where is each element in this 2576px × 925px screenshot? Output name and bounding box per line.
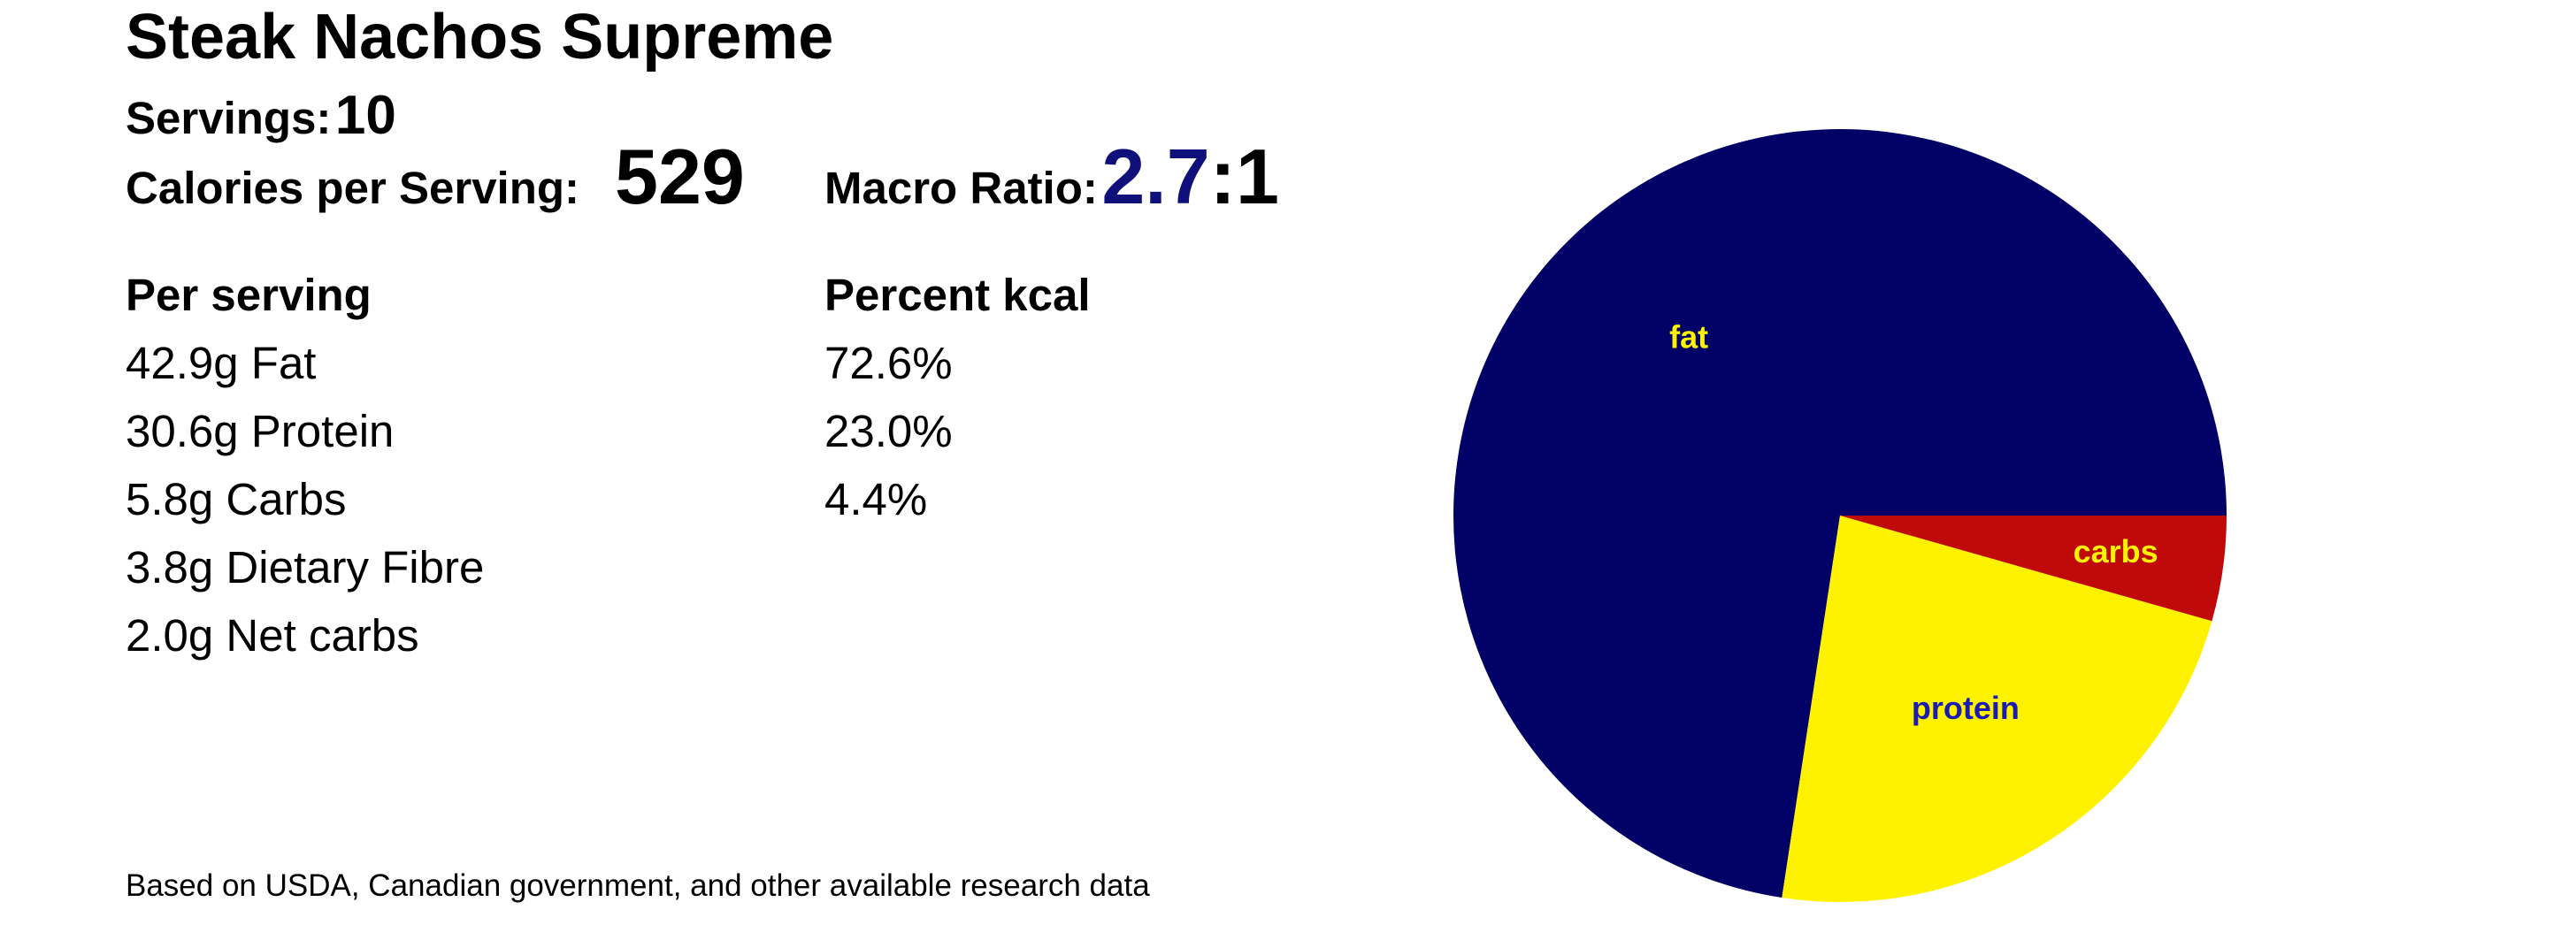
pie-slice-fat	[1453, 128, 2227, 898]
macro-ratio-line: Macro Ratio: 2.7:1	[824, 133, 1279, 244]
macro-ratio-suffix: :1	[1209, 133, 1279, 220]
per-serving-fat: 42.9g Fat	[126, 338, 317, 388]
percent-kcal-heading: Percent kcal	[824, 270, 1091, 320]
percent-kcal-protein: 23.0%	[824, 406, 953, 456]
servings-value: 10	[334, 85, 396, 146]
percent-kcal-carbs: 4.4%	[824, 474, 928, 524]
per-serving-net-carbs: 2.0g Net carbs	[126, 610, 419, 661]
per-serving-carbs: 5.8g Carbs	[126, 474, 347, 524]
calories-value: 529	[615, 133, 745, 220]
calories-label: Calories per Serving:	[126, 163, 580, 213]
calories-line: Calories per Serving: 529	[126, 133, 745, 244]
pie-slice-carbs	[1840, 516, 2227, 622]
pie-slice-protein	[1782, 516, 2212, 902]
per-serving-protein: 30.6g Protein	[126, 406, 395, 456]
pie-label-carbs: carbs	[2074, 533, 2158, 570]
servings-label: Servings:	[126, 93, 332, 143]
recipe-title: Steak Nachos Supreme	[126, 2, 834, 73]
per-serving-fibre: 3.8g Dietary Fibre	[126, 542, 485, 592]
servings-line: Servings: 10	[126, 85, 396, 161]
macro-ratio-label: Macro Ratio:	[824, 163, 1098, 213]
percent-kcal-fat: 72.6%	[824, 338, 953, 388]
pie-label-fat: fat	[1669, 319, 1708, 355]
macro-ratio-value: 2.7	[1101, 133, 1210, 220]
pie-label-protein: protein	[1912, 690, 2020, 726]
footnote: Based on USDA, Canadian government, and …	[126, 868, 1150, 903]
per-serving-heading: Per serving	[126, 270, 372, 320]
